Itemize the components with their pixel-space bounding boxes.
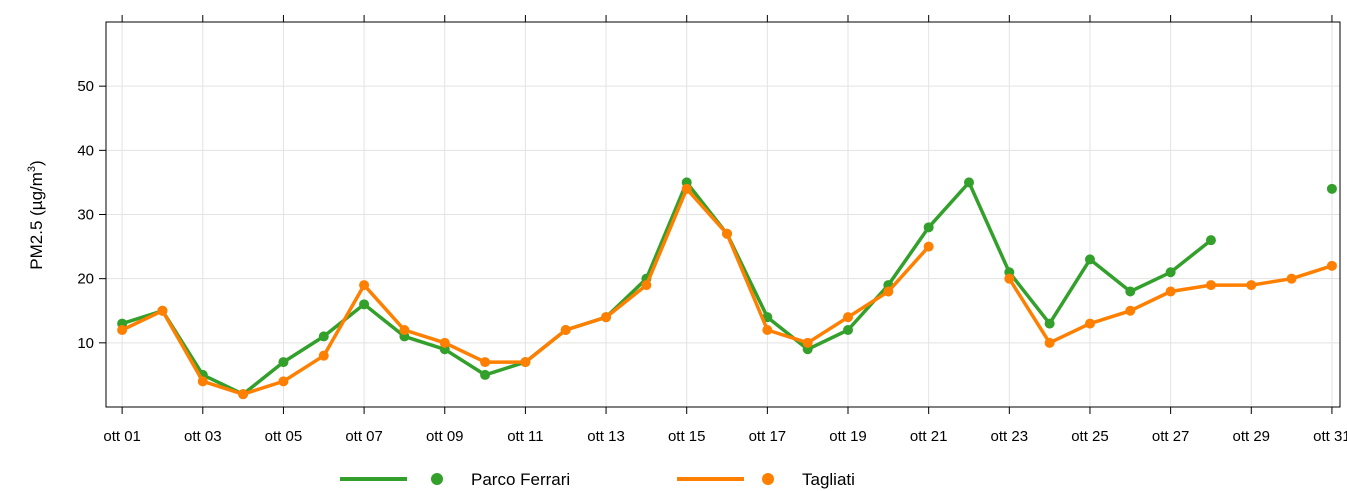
data-point bbox=[399, 325, 410, 335]
x-tick-label: ott 25 bbox=[1071, 428, 1109, 445]
data-point bbox=[1044, 337, 1055, 348]
data-point bbox=[520, 357, 531, 368]
data-point bbox=[359, 280, 370, 291]
data-point bbox=[762, 325, 773, 335]
x-tick-label: ott 01 bbox=[103, 428, 141, 445]
data-point bbox=[1165, 286, 1176, 297]
x-tick-label: ott 11 bbox=[507, 428, 543, 445]
x-tick-label: ott 23 bbox=[991, 428, 1029, 445]
data-point bbox=[238, 389, 249, 400]
data-point bbox=[1084, 254, 1095, 265]
data-point bbox=[197, 376, 208, 387]
x-tick-label: ott 09 bbox=[426, 428, 464, 445]
x-tick-label: ott 17 bbox=[749, 428, 787, 445]
data-point bbox=[641, 280, 652, 291]
legend-item: Tagliati bbox=[677, 470, 855, 489]
y-tick-label: 20 bbox=[77, 271, 94, 288]
data-point bbox=[681, 183, 692, 194]
x-tick-label: ott 31 bbox=[1313, 428, 1347, 445]
data-point bbox=[480, 369, 491, 380]
data-point bbox=[1044, 318, 1055, 329]
y-axis-title-superscript: 3 bbox=[26, 166, 38, 172]
data-point bbox=[883, 286, 894, 297]
series-parco-ferrari bbox=[117, 177, 1337, 400]
x-tick-label: ott 03 bbox=[184, 428, 222, 445]
data-point bbox=[560, 325, 571, 335]
svg-text:PM2.5 (µg/m3): PM2.5 (µg/m3) bbox=[26, 160, 46, 269]
legend: Parco Ferrari Tagliati bbox=[340, 470, 855, 489]
data-point bbox=[963, 177, 974, 188]
data-point bbox=[1205, 235, 1216, 246]
legend-point-swatch bbox=[431, 473, 443, 485]
data-point bbox=[117, 325, 128, 335]
y-tick-label: 30 bbox=[77, 207, 94, 224]
data-point bbox=[1125, 286, 1136, 297]
series-line bbox=[120, 180, 1213, 396]
data-point bbox=[1286, 273, 1297, 284]
data-point bbox=[1205, 280, 1216, 291]
data-point bbox=[1084, 318, 1095, 329]
data-point bbox=[1326, 183, 1337, 194]
data-point bbox=[722, 228, 733, 239]
legend-point-swatch bbox=[762, 473, 774, 485]
data-point bbox=[1326, 260, 1337, 271]
data-point bbox=[278, 376, 289, 387]
x-tick-label: ott 13 bbox=[587, 428, 625, 445]
data-point bbox=[1165, 267, 1176, 278]
legend-label: Parco Ferrari bbox=[471, 470, 570, 489]
y-tick-label: 50 bbox=[77, 78, 94, 95]
data-point bbox=[802, 337, 813, 348]
data-point bbox=[601, 312, 612, 323]
axes: 10 20 30 40 50 ott 01 ott 03 ott 05 ott 07 ott 09… bbox=[77, 15, 1347, 445]
data-point bbox=[157, 305, 168, 316]
data-point bbox=[439, 337, 450, 348]
x-tick-label: ott 15 bbox=[668, 428, 706, 445]
x-tick-label: ott 19 bbox=[829, 428, 867, 445]
data-point bbox=[1004, 273, 1015, 284]
data-point bbox=[278, 357, 289, 368]
data-point bbox=[318, 331, 329, 342]
series-tagliati bbox=[117, 183, 1337, 400]
data-point bbox=[923, 222, 934, 233]
x-tick-label: ott 21 bbox=[910, 428, 948, 445]
data-point bbox=[1125, 305, 1136, 316]
x-tick-label: ott 27 bbox=[1152, 428, 1190, 445]
legend-item: Parco Ferrari bbox=[340, 470, 570, 489]
y-tick-label: 40 bbox=[77, 142, 94, 159]
series bbox=[117, 177, 1337, 400]
y-axis-title: PM2.5 (µg/m3) bbox=[26, 160, 46, 269]
data-point bbox=[843, 312, 854, 323]
data-point bbox=[843, 325, 854, 335]
data-point bbox=[480, 357, 491, 368]
data-point bbox=[923, 241, 934, 252]
legend-label: Tagliati bbox=[802, 470, 855, 489]
grid bbox=[106, 22, 1340, 407]
x-tick-label: ott 05 bbox=[265, 428, 303, 445]
data-point bbox=[318, 350, 329, 361]
data-point bbox=[1246, 280, 1257, 291]
x-tick-label: ott 07 bbox=[345, 428, 383, 445]
y-axis-title-close: ) bbox=[27, 160, 46, 166]
y-axis-title-main: PM2.5 (µg/m bbox=[27, 172, 46, 270]
y-tick-label: 10 bbox=[77, 335, 94, 352]
x-tick-label: ott 29 bbox=[1233, 428, 1271, 445]
data-point bbox=[359, 299, 370, 310]
